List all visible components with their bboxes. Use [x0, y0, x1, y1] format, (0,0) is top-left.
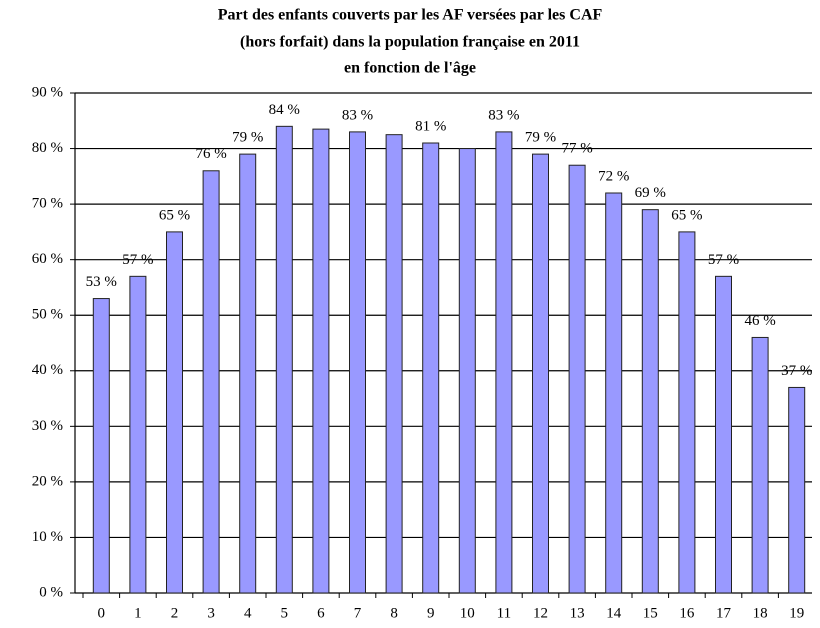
chart-title: Part des enfants couverts par les AF ver… — [218, 7, 603, 24]
bar — [641, 209, 659, 594]
data-label: 81 % — [415, 118, 446, 134]
y-tick-label: 70 % — [32, 196, 63, 212]
data-label: 79 % — [232, 130, 263, 146]
bar — [129, 275, 147, 594]
y-tick-label: 20 % — [32, 473, 63, 489]
data-label: 37 % — [781, 363, 812, 379]
chart-title: en fonction de l'âge — [344, 60, 476, 77]
x-tick-label: 1 — [134, 605, 142, 621]
x-tick-label: 15 — [643, 605, 658, 621]
bar — [678, 231, 696, 594]
bar — [239, 153, 257, 594]
y-tick-label: 30 % — [32, 418, 63, 434]
x-tick-label: 10 — [460, 605, 475, 621]
bar — [715, 275, 732, 594]
bar — [458, 148, 476, 594]
bar — [422, 142, 440, 594]
x-tick-label: 4 — [244, 605, 252, 621]
bar — [166, 231, 183, 594]
data-label: 77 % — [561, 141, 592, 157]
y-tick-label: 40 % — [32, 362, 63, 378]
data-label: 65 % — [671, 207, 702, 223]
bar — [788, 386, 806, 594]
bar — [349, 131, 366, 594]
x-tick-label: 3 — [207, 605, 215, 621]
x-tick-label: 17 — [716, 605, 732, 621]
bar — [312, 128, 330, 594]
y-tick-label: 0 % — [39, 584, 63, 600]
x-tick-label: 13 — [570, 605, 585, 621]
bar — [385, 134, 403, 594]
data-label: 84 % — [269, 102, 300, 118]
bar — [275, 125, 293, 594]
data-label: 65 % — [159, 207, 190, 223]
x-tick-label: 18 — [753, 605, 768, 621]
data-label: 57 % — [122, 252, 153, 268]
x-tick-label: 7 — [354, 605, 362, 621]
chart-title: (hors forfait) dans la population frança… — [240, 34, 580, 51]
data-label: 69 % — [635, 185, 666, 201]
y-tick-label: 60 % — [32, 251, 63, 267]
data-label: 53 % — [86, 274, 117, 290]
y-tick-label: 80 % — [32, 140, 63, 156]
data-label: 46 % — [744, 313, 775, 329]
bar — [568, 164, 586, 594]
x-tick-label: 16 — [679, 605, 695, 621]
x-tick-label: 5 — [281, 605, 289, 621]
data-label: 72 % — [598, 168, 629, 184]
data-label: 79 % — [525, 130, 556, 146]
x-tick-label: 6 — [317, 605, 325, 621]
bar — [532, 153, 549, 594]
data-label: 57 % — [708, 252, 739, 268]
bar — [751, 336, 769, 594]
bar — [202, 170, 220, 594]
x-tick-label: 2 — [171, 605, 179, 621]
data-label: 83 % — [342, 107, 373, 123]
y-tick-label: 50 % — [32, 307, 63, 323]
bar — [92, 298, 110, 594]
y-tick-label: 10 % — [32, 529, 63, 545]
data-label: 76 % — [195, 146, 226, 162]
bar — [495, 131, 513, 594]
x-tick-label: 0 — [98, 605, 106, 621]
x-tick-label: 9 — [427, 605, 435, 621]
x-tick-label: 19 — [789, 605, 804, 621]
x-tick-label: 12 — [533, 605, 548, 621]
x-tick-label: 8 — [390, 605, 398, 621]
x-tick-label: 11 — [497, 605, 511, 621]
data-label: 83 % — [488, 107, 519, 123]
bar — [605, 192, 623, 594]
y-tick-label: 90 % — [32, 84, 63, 100]
x-tick-label: 14 — [606, 605, 622, 621]
